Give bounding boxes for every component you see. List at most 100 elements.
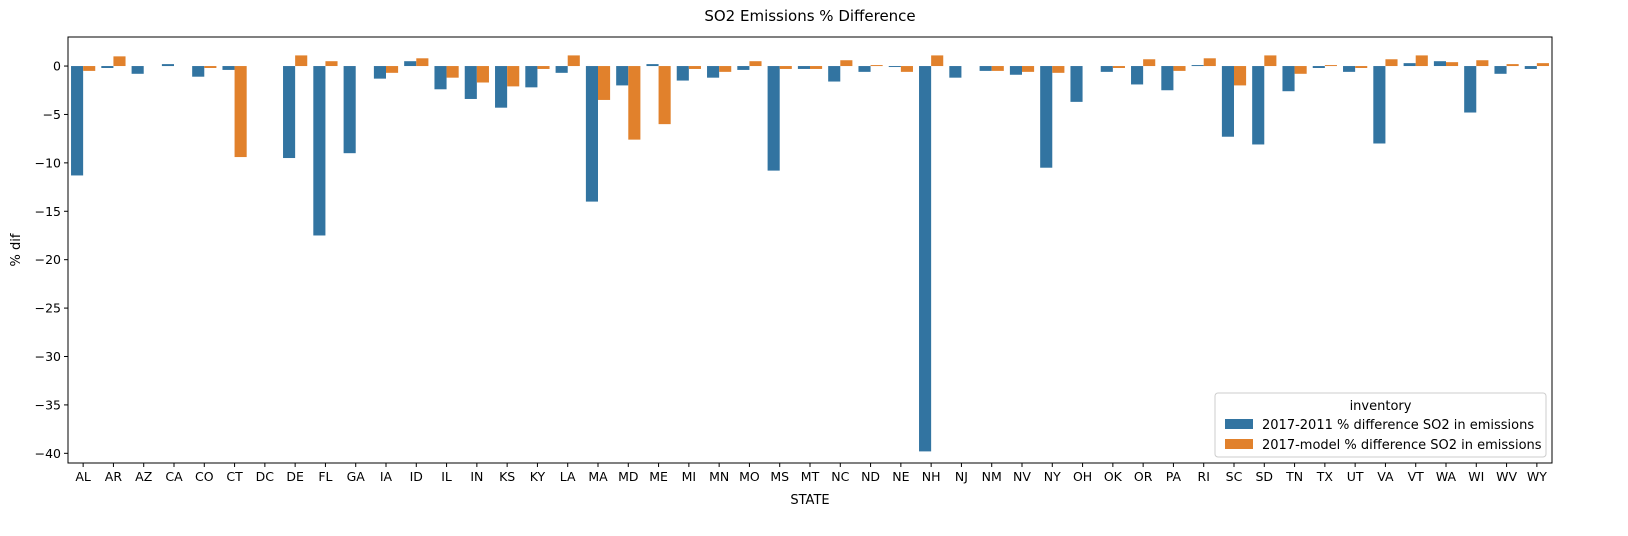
bar-series1-NM (979, 66, 992, 71)
bar-series1-MT (797, 66, 810, 69)
legend: inventory 2017-2011 % difference SO2 in … (1214, 392, 1547, 458)
x-tick-label: VA (1377, 469, 1394, 484)
x-tick-label: NM (982, 469, 1002, 484)
x-tick-label: WA (1436, 469, 1457, 484)
bar-series1-PA (1161, 66, 1174, 91)
legend-entry: 2017-2011 % difference SO2 in emissions (1262, 418, 1534, 433)
x-tick-label: MO (739, 469, 760, 484)
bar-series2-MN (719, 66, 732, 72)
x-tick-label: DC (256, 469, 275, 484)
y-axis-ticks: 0 −5 −10 −15 −20 −25 −30 −35 −40 (35, 59, 68, 461)
x-tick-label: ND (861, 469, 880, 484)
x-axis-ticks: AL AR AZ CA CO CT DC DE FL GA IA ID IL IN KS KY LA MA MD ME… (75, 463, 1547, 484)
bar-series2-FL (325, 61, 338, 67)
x-tick-label: NY (1044, 469, 1061, 484)
bar-series1-GA (343, 66, 356, 154)
x-tick-label: MD (618, 469, 638, 484)
bar-series2-MS (779, 66, 792, 69)
bar-series1-SD (1252, 66, 1265, 145)
x-tick-label: NH (922, 469, 941, 484)
bar-series2-RI (1203, 58, 1216, 67)
x-tick-label: MA (588, 469, 608, 484)
x-tick-label: KS (499, 469, 515, 484)
x-axis-label: STATE (790, 493, 829, 508)
bar-series1-MA (585, 66, 598, 202)
x-tick-label: CA (165, 469, 183, 484)
bar-series1-CT (222, 66, 235, 70)
bar-series2-NC (840, 60, 853, 67)
bar-series2-MI (688, 66, 701, 69)
x-tick-label: WY (1527, 469, 1547, 484)
bar-series1-NV (1009, 66, 1022, 75)
bar-series1-NH (919, 66, 932, 452)
bar-series1-WA (1433, 61, 1446, 67)
bar-series2-WY (1536, 63, 1549, 67)
legend-box (1214, 392, 1547, 458)
bar-series2-ID (416, 58, 429, 67)
bar-series1-OH (1070, 66, 1083, 102)
bar-series2-IA (386, 66, 399, 73)
y-tick-label: −10 (35, 155, 61, 170)
x-tick-label: VT (1408, 469, 1425, 484)
y-tick-label: −15 (35, 204, 61, 219)
legend-swatch (1225, 439, 1253, 449)
plot-frame (67, 36, 1553, 464)
bar-series2-AR (113, 56, 126, 67)
bar-series1-OK (1100, 66, 1113, 72)
bar-series2-CO (204, 66, 217, 68)
bar-series1-MN (707, 66, 720, 78)
x-tick-label: NE (892, 469, 909, 484)
bar-group (71, 55, 1549, 452)
y-tick-label: −35 (35, 397, 61, 412)
bar-series2-TX (1324, 65, 1337, 67)
bar-series1-RI (1191, 65, 1204, 67)
bar-series1-NJ (949, 66, 962, 78)
bar-series2-WA (1446, 62, 1459, 67)
x-tick-label: IA (380, 469, 393, 484)
bar-series2-ND (870, 65, 883, 67)
bar-series2-VT (1415, 55, 1428, 67)
x-tick-label: SC (1226, 469, 1243, 484)
bar-series2-ME (658, 66, 671, 125)
x-tick-label: NJ (955, 469, 968, 484)
bar-series1-SC (1221, 66, 1234, 137)
bar-series1-WY (1524, 66, 1537, 69)
bar-series2-NY (1052, 66, 1065, 73)
bar-series1-MD (616, 66, 629, 86)
x-tick-label: CO (195, 469, 214, 484)
bar-series2-MA (598, 66, 611, 100)
bar-series2-NM (991, 66, 1004, 71)
x-tick-label: TX (1316, 469, 1334, 484)
x-tick-label: WI (1468, 469, 1484, 484)
bar-series2-DE (295, 55, 308, 67)
bar-series2-MO (749, 61, 762, 67)
bar-series1-LA (555, 66, 568, 73)
bar-series1-AR (101, 66, 114, 68)
bar-series1-WV (1494, 66, 1507, 74)
x-tick-label: NV (1013, 469, 1031, 484)
x-tick-label: SD (1256, 469, 1274, 484)
bar-series1-CO (192, 66, 205, 77)
y-axis-label: % dif (9, 233, 24, 266)
x-tick-label: AZ (135, 469, 152, 484)
y-tick-label: −40 (35, 446, 61, 461)
x-tick-label: MS (770, 469, 789, 484)
x-tick-label: ME (649, 469, 668, 484)
x-tick-label: RI (1198, 469, 1210, 484)
x-tick-label: IN (470, 469, 483, 484)
bar-series1-AZ (131, 66, 144, 74)
bar-series2-NV (1022, 66, 1035, 72)
y-tick-label: −30 (35, 349, 61, 364)
bar-series2-SC (1234, 66, 1247, 86)
bar-series2-UT (1355, 66, 1368, 68)
bar-series2-OK (1112, 66, 1125, 68)
x-tick-label: WV (1496, 469, 1517, 484)
bar-series1-TN (1282, 66, 1295, 92)
x-tick-label: MI (682, 469, 696, 484)
bar-series2-WV (1506, 64, 1519, 67)
bar-series2-TN (1294, 66, 1307, 74)
bar-series1-CA (161, 64, 174, 67)
bar-series2-WI (1476, 60, 1489, 67)
legend-swatch (1225, 419, 1253, 429)
x-tick-label: AR (105, 469, 123, 484)
